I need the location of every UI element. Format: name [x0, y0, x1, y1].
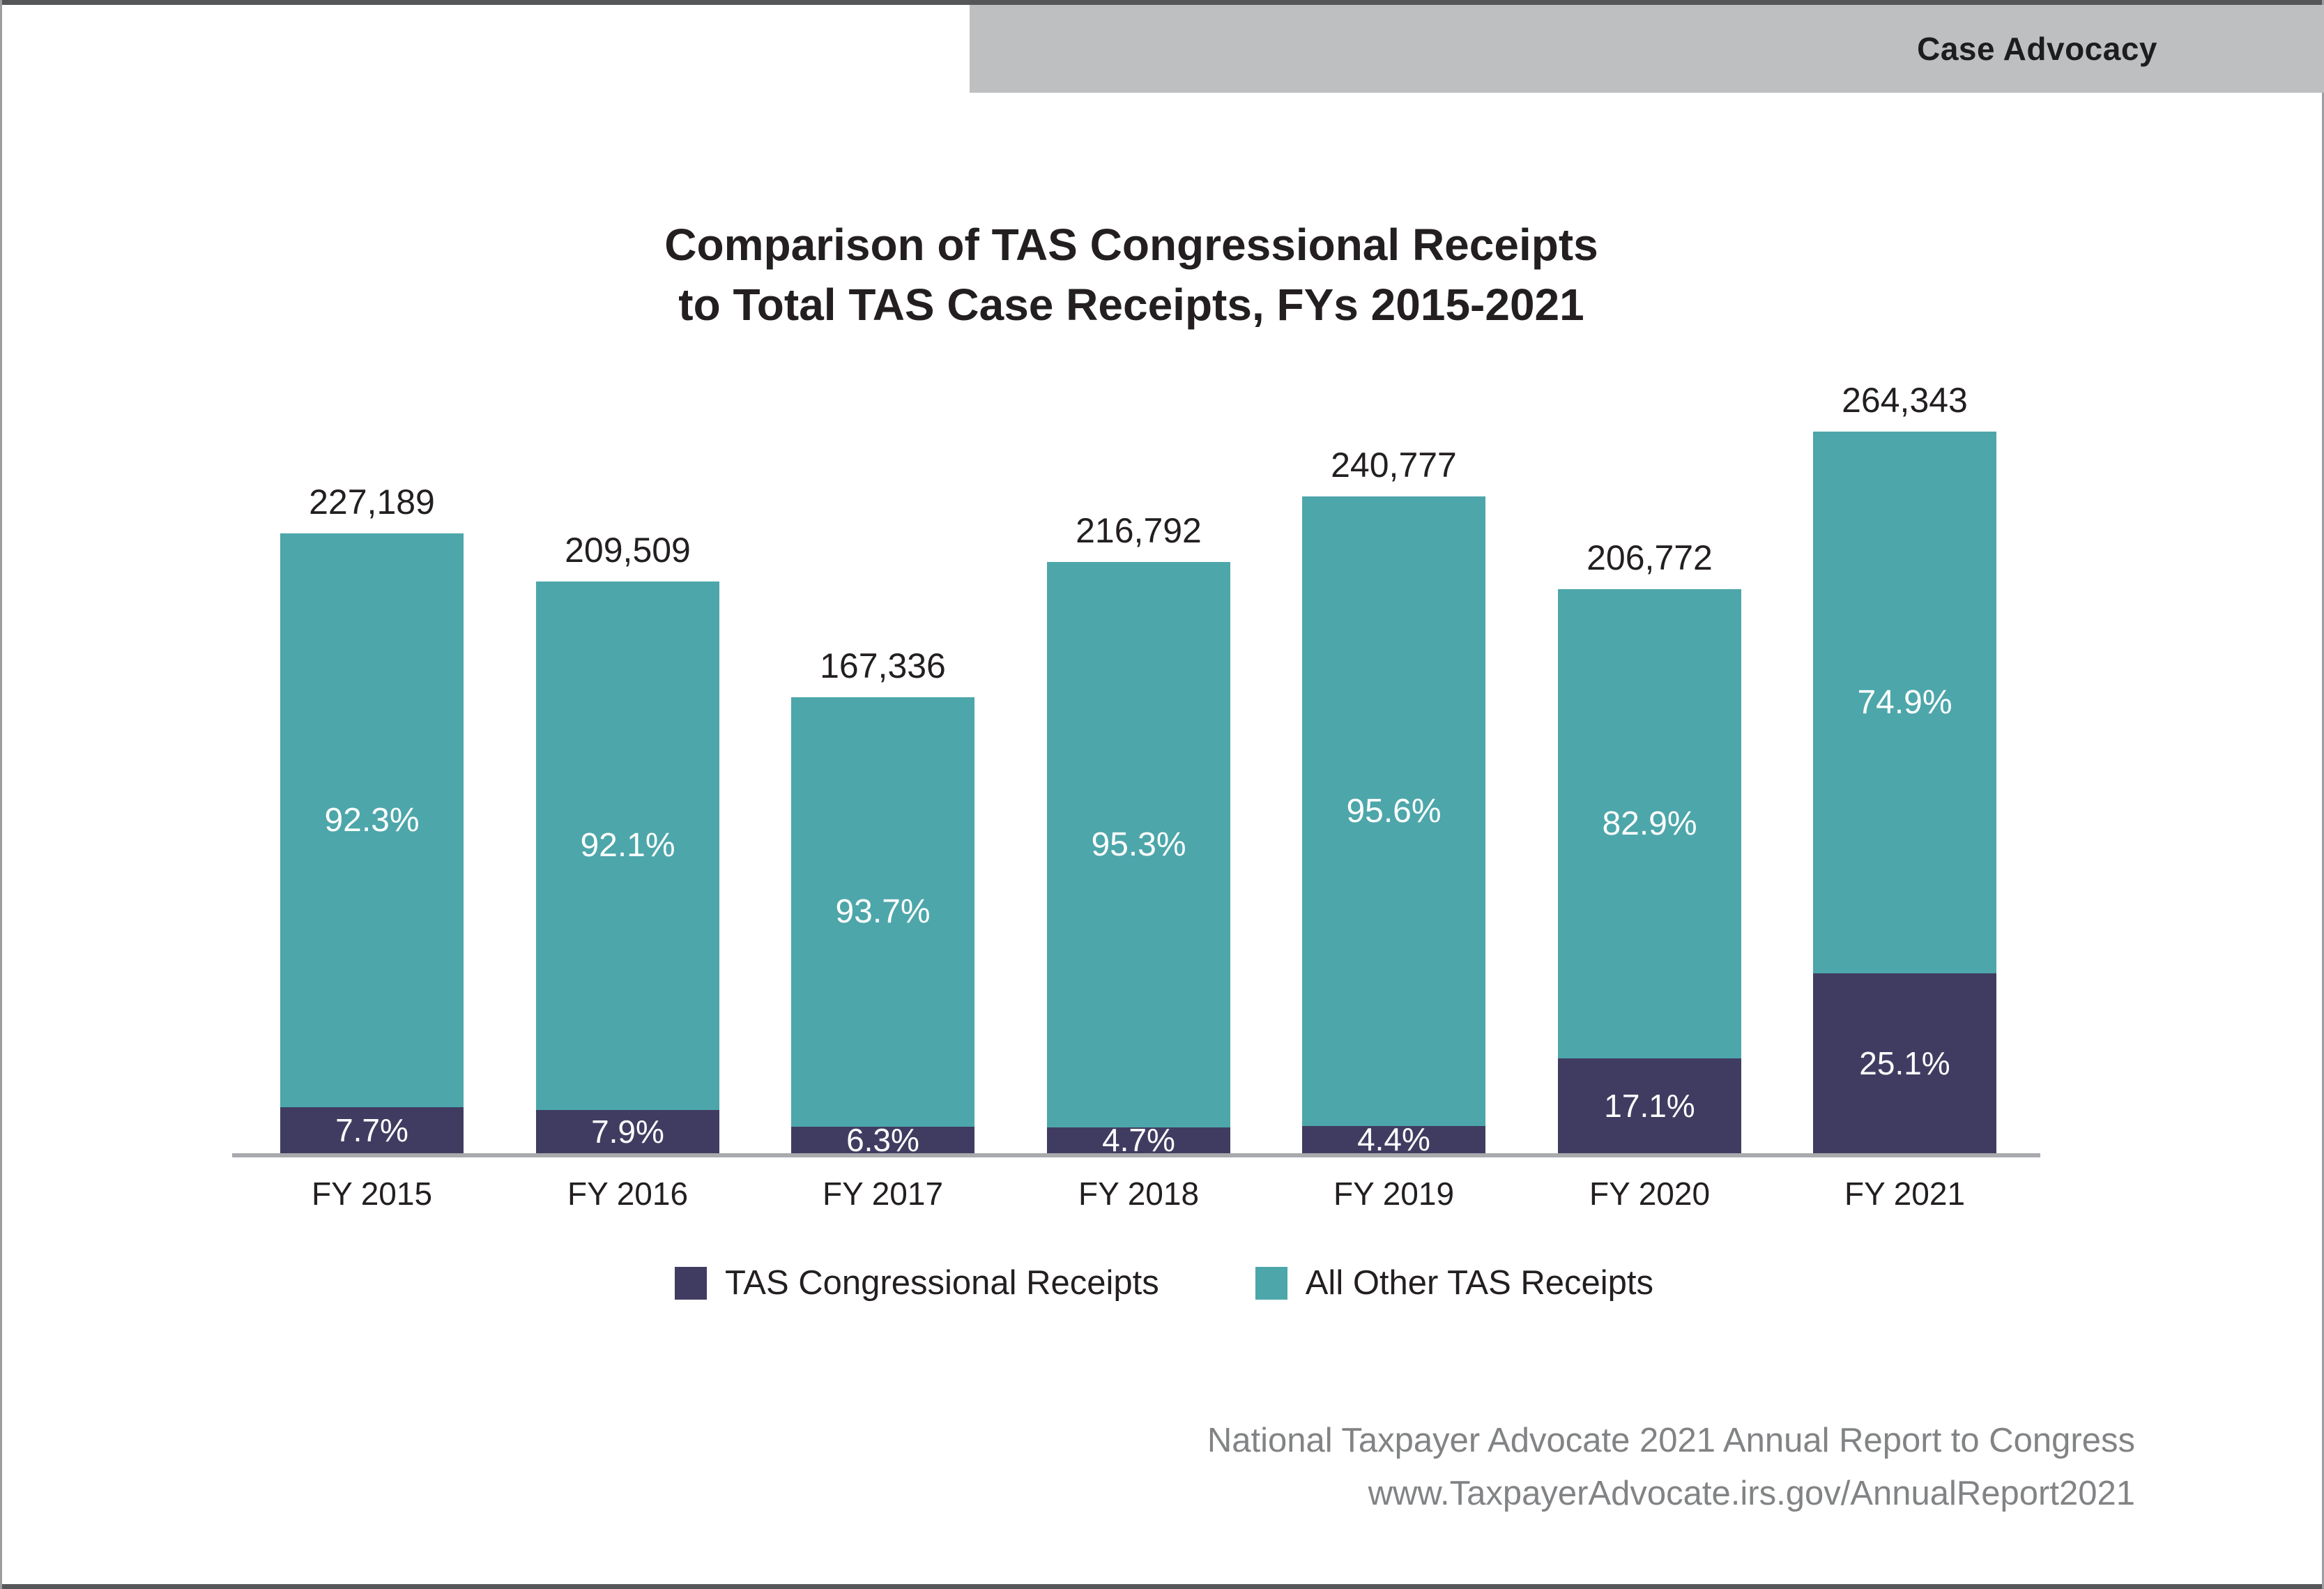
segment-congressional: 4.7% — [1047, 1122, 1230, 1158]
x-axis-label: FY 2020 — [1589, 1176, 1711, 1212]
percent-label-congressional: 6.3% — [846, 1121, 919, 1158]
percent-label-all-other: 74.9% — [1857, 683, 1952, 721]
segment-congressional: 4.4% — [1302, 1121, 1485, 1157]
percent-label-congressional: 7.9% — [591, 1113, 664, 1150]
x-axis-label: FY 2016 — [567, 1176, 689, 1212]
percent-label-congressional: 25.1% — [1859, 1044, 1950, 1081]
segment-all-other: 92.1% — [536, 581, 719, 1110]
segment-all-other: 74.9% — [1813, 432, 1996, 973]
percent-label-congressional: 7.7% — [335, 1111, 408, 1148]
segment-all-other: 82.9% — [1558, 589, 1741, 1058]
total-label: 227,189 — [309, 482, 435, 522]
percent-label-all-other: 92.3% — [324, 801, 420, 839]
percent-label-congressional: 17.1% — [1604, 1087, 1695, 1124]
segment-congressional: 17.1% — [1558, 1058, 1741, 1155]
x-axis-label: FY 2021 — [1844, 1176, 1966, 1212]
x-axis-label: FY 2015 — [311, 1176, 433, 1212]
page-top-strip — [2, 0, 2322, 5]
report-footer: National Taxpayer Advocate 2021 Annual R… — [1207, 1414, 2135, 1520]
bar-fy-2021: 264,343 74.9% 25.1% FY 2021 — [1813, 381, 1996, 1212]
footer-line1: National Taxpayer Advocate 2021 Annual R… — [1207, 1422, 2135, 1459]
legend-label-congressional: TAS Congressional Receipts — [724, 1264, 1159, 1302]
x-axis-line — [232, 1153, 2040, 1157]
bar-fy-2019: 240,777 95.6% 4.4% FY 2019 — [1302, 446, 1485, 1212]
segment-congressional: 7.7% — [280, 1107, 464, 1155]
bar-fy-2015: 227,189 92.3% 7.7% FY 2015 — [280, 482, 464, 1212]
segment-congressional: 25.1% — [1813, 973, 1996, 1155]
section-header-tab: Case Advocacy — [970, 5, 2324, 93]
percent-label-congressional: 4.7% — [1102, 1122, 1175, 1158]
segment-all-other: 92.3% — [280, 533, 464, 1107]
segment-congressional: 6.3% — [791, 1121, 974, 1158]
chart-title: Comparison of TAS Congressional Receipts… — [2, 215, 2261, 335]
bar-fy-2020: 206,772 82.9% 17.1% FY 2020 — [1558, 538, 1741, 1212]
section-header-label: Case Advocacy — [1917, 31, 2157, 67]
x-axis-label: FY 2018 — [1078, 1176, 1200, 1212]
segment-all-other: 93.7% — [791, 697, 974, 1127]
segment-all-other: 95.3% — [1047, 562, 1230, 1127]
percent-label-all-other: 92.1% — [580, 827, 675, 864]
bar-fy-2018: 216,792 95.3% 4.7% FY 2018 — [1047, 511, 1230, 1212]
x-axis-label: FY 2017 — [822, 1176, 944, 1212]
congressional-swatch-icon — [674, 1266, 707, 1300]
percent-label-all-other: 95.3% — [1091, 826, 1186, 863]
segment-congressional: 7.9% — [536, 1110, 719, 1155]
x-axis-label: FY 2019 — [1333, 1176, 1455, 1212]
total-label: 264,343 — [1842, 381, 1968, 420]
page-bottom-strip — [2, 1584, 2322, 1589]
all-other-swatch-icon — [1255, 1266, 1287, 1300]
percent-label-all-other: 95.6% — [1346, 792, 1442, 830]
legend-label-all-other: All Other TAS Receipts — [1305, 1264, 1654, 1302]
legend-item-all-other: All Other TAS Receipts — [1255, 1263, 1653, 1302]
percent-label-all-other: 82.9% — [1602, 805, 1697, 842]
total-label: 167,336 — [820, 646, 946, 685]
chart-title-line1: Comparison of TAS Congressional Receipts — [664, 220, 1598, 270]
total-label: 209,509 — [565, 531, 691, 570]
chart-legend: TAS Congressional Receipts All Other TAS… — [2, 1263, 2324, 1302]
chart-title-line2: to Total TAS Case Receipts, FYs 2015-202… — [678, 280, 1584, 330]
percent-label-congressional: 4.4% — [1357, 1121, 1430, 1157]
legend-item-congressional: TAS Congressional Receipts — [674, 1263, 1159, 1302]
total-label: 206,772 — [1587, 538, 1713, 577]
footer-line2: www.TaxpayerAdvocate.irs.gov/AnnualRepor… — [1368, 1475, 2135, 1512]
total-label: 216,792 — [1076, 511, 1202, 550]
total-label: 240,777 — [1331, 446, 1457, 485]
bar-fy-2016: 209,509 92.1% 7.9% FY 2016 — [536, 531, 719, 1212]
bar-fy-2017: 167,336 93.7% 6.3% FY 2017 — [791, 646, 974, 1212]
segment-all-other: 95.6% — [1302, 496, 1485, 1126]
percent-label-all-other: 93.7% — [835, 893, 931, 930]
